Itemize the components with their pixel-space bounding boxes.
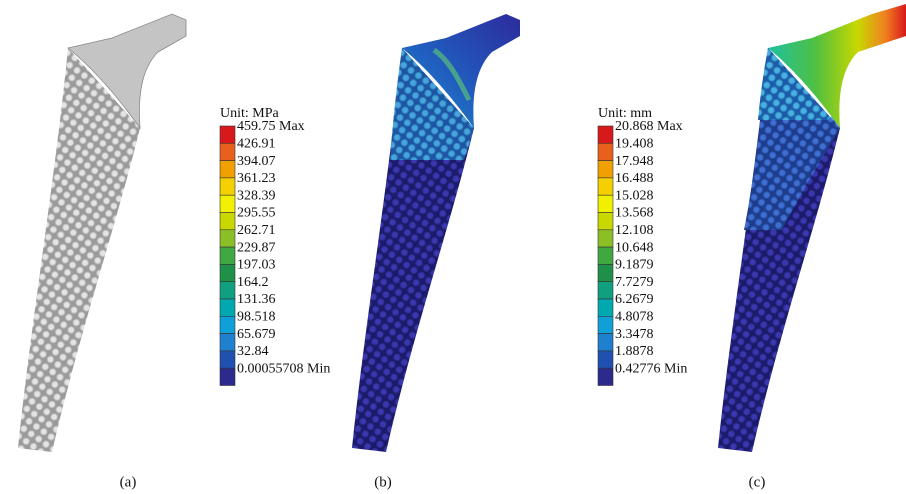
legend-label: 459.75 Max xyxy=(237,119,305,134)
legend-label: 0.42776 Min xyxy=(615,361,687,376)
legend-swatch xyxy=(219,177,236,196)
legend-swatch xyxy=(597,298,614,317)
legend-swatch xyxy=(597,367,614,386)
legend-swatch xyxy=(597,333,614,352)
legend-swatch xyxy=(219,367,236,386)
legend-label: 17.948 xyxy=(615,154,654,169)
legend-label: 6.2679 xyxy=(615,292,654,307)
panel-label: (b) xyxy=(374,474,392,490)
legend-label: 7.7279 xyxy=(615,275,654,290)
legend-label: 9.1879 xyxy=(615,258,654,273)
legend-label: 10.648 xyxy=(615,240,654,255)
legend-swatch xyxy=(219,281,236,300)
legend-label: 426.91 xyxy=(237,137,276,152)
legend-label: 197.03 xyxy=(237,258,276,273)
legend-swatch xyxy=(219,315,236,334)
legend-label: 131.36 xyxy=(237,292,276,307)
legend-label: 65.679 xyxy=(237,327,276,342)
legend-swatch xyxy=(597,212,614,231)
stem-b xyxy=(352,14,520,452)
legend-label: 295.55 xyxy=(237,206,276,221)
panel-label: (a) xyxy=(120,474,137,490)
legend-swatch xyxy=(219,229,236,248)
legend-swatch xyxy=(597,246,614,265)
legend-label: 32.84 xyxy=(237,344,269,359)
legend-swatch xyxy=(597,281,614,300)
legend-label: 328.39 xyxy=(237,188,276,203)
legend-label: 164.2 xyxy=(237,275,269,290)
legend-label: 394.07 xyxy=(237,154,276,169)
legend-swatch xyxy=(219,160,236,179)
legend-swatch xyxy=(219,246,236,265)
legend-swatch xyxy=(219,350,236,369)
legend-label: 16.488 xyxy=(615,171,654,186)
panel-labels: (a) (b) (c) xyxy=(120,474,766,490)
legend-label: 361.23 xyxy=(237,171,276,186)
legend-unit: Unit: mm xyxy=(598,106,652,121)
legend-swatch xyxy=(219,333,236,352)
legend-swatch xyxy=(219,125,236,144)
legend-swatch xyxy=(597,315,614,334)
stem-c xyxy=(718,4,906,452)
legend-swatch xyxy=(597,194,614,213)
legend-swatch xyxy=(219,264,236,282)
legend-swatch xyxy=(597,350,614,369)
legend-label: 13.568 xyxy=(615,206,654,221)
legend-swatch xyxy=(597,160,614,179)
panel-label: (c) xyxy=(749,474,766,490)
legend-swatch xyxy=(597,229,614,248)
legend-swatch xyxy=(597,264,614,282)
legend-swatch xyxy=(597,125,614,144)
legend-swatch xyxy=(219,298,236,317)
legend-label: 20.868 Max xyxy=(615,119,683,134)
legend-unit: Unit: MPa xyxy=(220,106,280,121)
legend-swatch xyxy=(597,143,614,161)
legend-label: 229.87 xyxy=(237,240,276,255)
legend-swatch xyxy=(219,212,236,231)
stem-a xyxy=(18,13,187,452)
legend-label: 12.108 xyxy=(615,223,654,238)
legend-label: 4.8078 xyxy=(615,310,654,325)
legend-label: 3.3478 xyxy=(615,327,654,342)
legend-label: 19.408 xyxy=(615,137,654,152)
legend-label: 1.8878 xyxy=(615,344,654,359)
legend-swatch xyxy=(597,177,614,196)
legend-label: 15.028 xyxy=(615,188,654,203)
legend-label: 0.00055708 Min xyxy=(237,361,330,376)
legend-swatch xyxy=(219,143,236,161)
legend-swatch xyxy=(219,194,236,213)
legend-label: 98.518 xyxy=(237,310,276,325)
legend-label: 262.71 xyxy=(237,223,276,238)
